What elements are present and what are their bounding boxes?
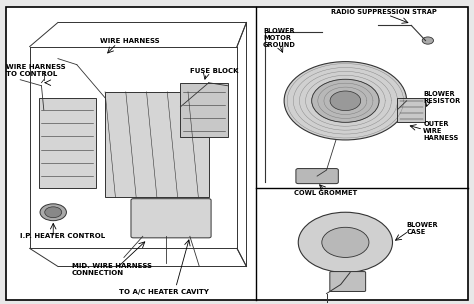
Circle shape [40,204,66,221]
FancyBboxPatch shape [397,98,426,122]
FancyBboxPatch shape [330,271,365,292]
Circle shape [330,91,361,111]
Text: BLOWER
MOTOR
GROUND: BLOWER MOTOR GROUND [263,28,296,47]
Text: WIRE HARNESS: WIRE HARNESS [100,38,160,43]
Text: RADIO SUPPRESSION STRAP: RADIO SUPPRESSION STRAP [331,9,437,15]
Text: BLOWER
CASE: BLOWER CASE [407,222,438,235]
Circle shape [284,62,407,140]
Text: OUTER
WIRE
HARNESS: OUTER WIRE HARNESS [423,121,458,141]
Circle shape [322,227,369,257]
Text: COWL GROMMET: COWL GROMMET [293,190,357,196]
Circle shape [45,207,62,218]
FancyBboxPatch shape [6,7,468,300]
Circle shape [312,79,379,122]
Circle shape [298,212,392,272]
FancyBboxPatch shape [105,92,209,197]
FancyBboxPatch shape [181,83,228,137]
FancyBboxPatch shape [296,168,338,184]
FancyBboxPatch shape [39,98,96,188]
Text: I.P. HEATER CONTROL: I.P. HEATER CONTROL [20,233,105,239]
Text: FUSE BLOCK: FUSE BLOCK [190,68,238,74]
Text: TO A/C HEATER CAVITY: TO A/C HEATER CAVITY [119,289,209,295]
Text: MID. WIRE HARNESS
CONNECTION: MID. WIRE HARNESS CONNECTION [72,263,152,276]
Text: BLOWER
RESISTOR: BLOWER RESISTOR [423,91,460,104]
Text: WIRE HARNESS
TO CONTROL: WIRE HARNESS TO CONTROL [6,64,66,77]
FancyBboxPatch shape [131,199,211,238]
Circle shape [422,37,434,44]
